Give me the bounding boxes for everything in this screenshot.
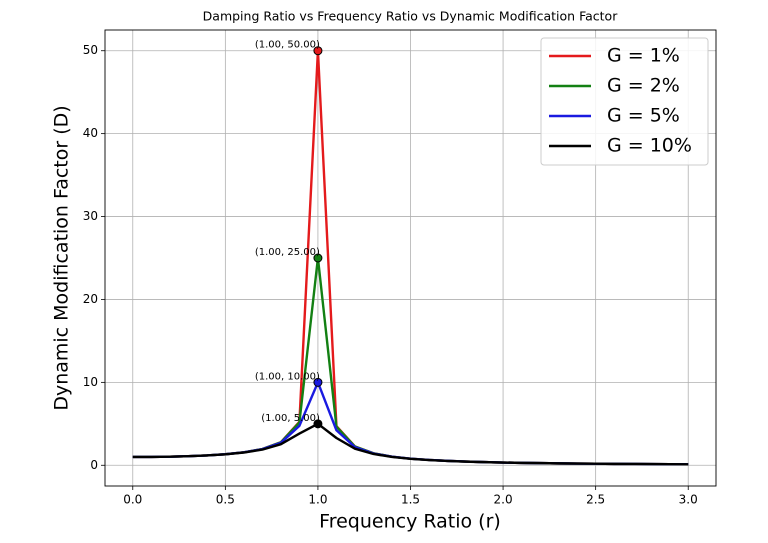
legend: G = 1% G = 2% G = 5% G = 10%	[540, 37, 709, 166]
annotation-label: (1.00, 25.00)	[255, 247, 320, 258]
x-tick-label: 2.0	[494, 493, 513, 507]
annotation-point	[313, 253, 323, 263]
annotation-point	[313, 46, 323, 56]
y-tick-label: 50	[83, 43, 98, 57]
plot-frame	[104, 29, 717, 487]
legend-label: G = 5%	[607, 105, 680, 127]
legend-label: G = 10%	[607, 135, 692, 157]
legend-label: G = 1%	[607, 45, 680, 67]
y-tick-label: 30	[83, 209, 98, 223]
x-tick-label: 1.5	[401, 493, 420, 507]
y-tick-label: 0	[90, 458, 98, 472]
legend-label: G = 2%	[607, 75, 680, 97]
series-line	[132, 422, 689, 466]
annotation-label: (1.00, 10.00)	[255, 371, 320, 382]
x-tick-label: 3.0	[679, 493, 698, 507]
y-tick-label: 20	[83, 292, 98, 306]
chart-title: Damping Ratio vs Frequency Ratio vs Dyna…	[203, 9, 619, 24]
annotation-point	[313, 419, 323, 429]
x-tick-label: 0.0	[123, 493, 142, 507]
y-tick-label: 10	[83, 375, 98, 389]
x-tick-label: 0.5	[216, 493, 235, 507]
y-axis-label: Dynamic Modification Factor (D)	[51, 105, 73, 410]
x-axis-label: Frequency Ratio (r)	[319, 511, 501, 533]
x-tick-label: 1.0	[308, 493, 327, 507]
annotation-label: (1.00, 5.00)	[261, 413, 320, 424]
annotation-label: (1.00, 50.00)	[255, 40, 320, 51]
y-tick-label: 40	[83, 126, 98, 140]
legend-box	[540, 37, 709, 166]
x-tick-label: 2.5	[586, 493, 605, 507]
annotation-point	[313, 377, 323, 387]
